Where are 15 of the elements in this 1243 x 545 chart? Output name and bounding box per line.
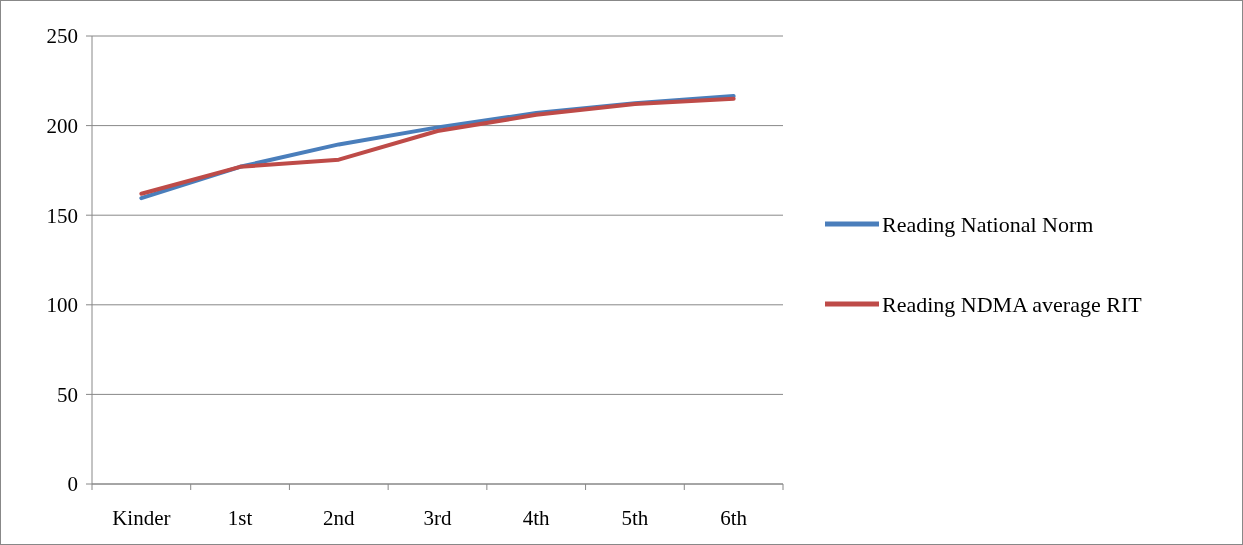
y-tick-label: 200 xyxy=(46,113,78,138)
y-tick-label: 0 xyxy=(67,472,78,497)
x-tick-label: 1st xyxy=(227,506,253,530)
y-tick-label: 250 xyxy=(46,24,78,49)
x-tick-label: 5th xyxy=(621,506,649,530)
y-tick-label: 100 xyxy=(46,293,78,318)
y-tick-label: 50 xyxy=(57,382,78,407)
x-tick-label: 2nd xyxy=(323,506,356,530)
x-tick-label: 4th xyxy=(522,506,551,530)
x-tick-label: 3rd xyxy=(423,506,452,530)
x-tick-label: 6th xyxy=(720,506,748,530)
x-tick-label: Kinder xyxy=(112,506,171,530)
legend-label: Reading NDMA average RIT xyxy=(882,291,1143,317)
y-tick-label: 150 xyxy=(46,203,78,228)
legend-label: Reading National Norm xyxy=(882,211,1094,237)
